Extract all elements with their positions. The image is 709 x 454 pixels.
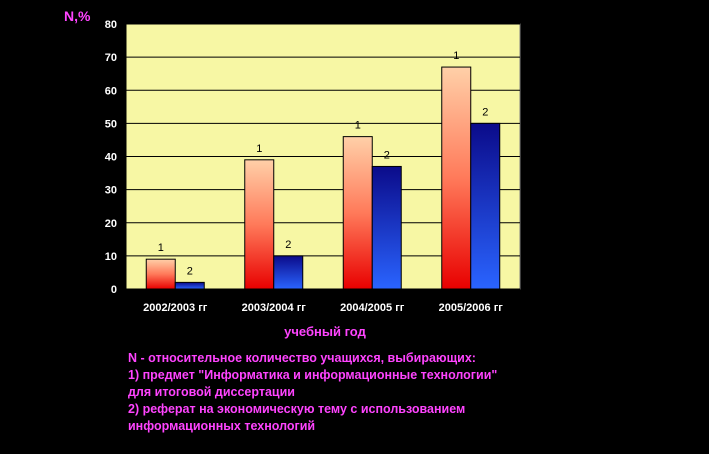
y-tick-label: 30 <box>105 185 117 197</box>
bar-series-label: 2 <box>482 106 488 118</box>
x-tick-label: 2002/2003 гг <box>143 302 208 314</box>
legend-line-5: информационных технологий <box>128 419 316 433</box>
y-axis-label: N,% <box>64 8 91 24</box>
y-axis-ticks: 0 10 20 30 40 50 60 70 80 <box>105 19 126 296</box>
bar-series-label: 1 <box>256 143 262 155</box>
legend-line-1: N - относительное количество учащихся, в… <box>128 351 476 365</box>
y-tick-label: 70 <box>105 52 117 64</box>
x-axis-ticks: 2002/2003 гг 2003/2004 гг 2004/2005 гг 2005… <box>143 289 503 314</box>
bar-series-label: 2 <box>187 265 193 277</box>
bar-series-label: 1 <box>355 120 361 132</box>
y-tick-label: 20 <box>105 218 117 230</box>
legend: N - относительное количество учащихся, в… <box>128 350 588 435</box>
legend-line-2: 1) предмет "Информатика и информационные… <box>128 368 498 382</box>
x-tick-label: 2003/2004 гг <box>242 302 307 314</box>
y-tick-label: 60 <box>105 85 117 97</box>
bar-series-label: 1 <box>158 242 164 254</box>
bar-series-1 <box>441 66 472 290</box>
bar-series-2 <box>174 281 205 290</box>
bar-series-2 <box>273 255 304 290</box>
bar-series-label: 1 <box>453 50 459 62</box>
x-axis-label: учебный год <box>284 324 366 339</box>
bar-series-1 <box>342 136 373 290</box>
y-tick-label: 40 <box>105 152 117 164</box>
legend-line-4: 2) реферат на экономическую тему с испол… <box>128 402 466 416</box>
bar-series-2 <box>470 122 501 290</box>
legend-line-3: для итоговой диссертации <box>128 385 295 399</box>
bar-series-label: 2 <box>384 149 390 161</box>
y-tick-label: 10 <box>105 251 117 263</box>
x-tick-label: 2005/2006 гг <box>439 302 504 314</box>
bars: 1 2 1 2 1 2 1 2 <box>145 50 501 290</box>
y-tick-label: 50 <box>105 118 117 130</box>
y-tick-label: 0 <box>111 284 117 296</box>
x-tick-label: 2004/2005 гг <box>340 302 405 314</box>
bar-series-1 <box>244 159 275 290</box>
bar-series-1 <box>145 258 176 290</box>
bar-series-2 <box>371 165 402 290</box>
y-tick-label: 80 <box>105 19 117 31</box>
bar-series-label: 2 <box>285 239 291 251</box>
